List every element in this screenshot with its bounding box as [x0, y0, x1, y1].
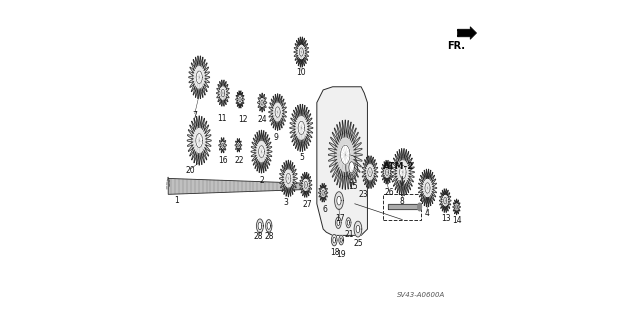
Polygon shape — [328, 120, 362, 189]
Polygon shape — [196, 71, 202, 84]
Polygon shape — [340, 238, 342, 242]
Polygon shape — [189, 56, 210, 99]
Polygon shape — [196, 134, 203, 147]
Polygon shape — [346, 155, 358, 179]
Text: 26: 26 — [384, 188, 394, 197]
Polygon shape — [332, 234, 337, 246]
Polygon shape — [257, 93, 267, 112]
Polygon shape — [356, 225, 360, 233]
Polygon shape — [440, 189, 451, 212]
Text: 7: 7 — [193, 111, 197, 120]
Polygon shape — [381, 160, 393, 184]
Polygon shape — [251, 130, 272, 173]
Polygon shape — [419, 169, 436, 207]
Polygon shape — [458, 27, 477, 39]
Polygon shape — [304, 181, 307, 188]
Polygon shape — [391, 149, 415, 196]
Polygon shape — [444, 197, 447, 204]
Polygon shape — [335, 217, 341, 228]
Polygon shape — [235, 138, 242, 152]
Polygon shape — [221, 143, 223, 147]
Polygon shape — [349, 162, 355, 173]
Text: SV43-A0600A: SV43-A0600A — [397, 293, 445, 299]
Polygon shape — [187, 116, 211, 165]
Text: 15: 15 — [348, 182, 358, 191]
Text: 14: 14 — [452, 216, 462, 225]
Polygon shape — [362, 156, 378, 189]
Text: 9: 9 — [273, 133, 278, 143]
Text: 18: 18 — [330, 248, 339, 257]
Polygon shape — [216, 80, 229, 106]
Polygon shape — [339, 235, 344, 245]
Polygon shape — [267, 222, 271, 229]
Text: 8: 8 — [399, 197, 404, 206]
Text: 27: 27 — [303, 200, 312, 209]
Polygon shape — [257, 219, 263, 233]
Text: 17: 17 — [335, 213, 344, 222]
Text: 19: 19 — [337, 250, 346, 259]
Polygon shape — [258, 222, 262, 230]
Polygon shape — [385, 169, 388, 175]
Polygon shape — [266, 219, 272, 232]
Polygon shape — [322, 190, 324, 195]
Polygon shape — [337, 220, 340, 226]
Polygon shape — [452, 199, 460, 215]
Polygon shape — [337, 196, 341, 205]
Polygon shape — [348, 220, 349, 225]
Polygon shape — [354, 221, 362, 237]
Polygon shape — [298, 121, 305, 135]
Polygon shape — [333, 237, 335, 243]
Polygon shape — [346, 218, 351, 228]
Polygon shape — [290, 104, 313, 152]
Text: 11: 11 — [218, 114, 227, 123]
Text: 5: 5 — [300, 153, 305, 162]
Text: 28: 28 — [265, 233, 274, 241]
Polygon shape — [340, 145, 350, 164]
Polygon shape — [261, 100, 264, 105]
Text: 21: 21 — [344, 230, 354, 239]
Polygon shape — [280, 160, 298, 197]
Text: 20: 20 — [186, 167, 195, 175]
Text: 22: 22 — [234, 156, 244, 165]
Text: 10: 10 — [296, 68, 306, 77]
Polygon shape — [269, 94, 287, 130]
Polygon shape — [259, 146, 264, 158]
Polygon shape — [300, 48, 303, 56]
Text: ATM-2: ATM-2 — [383, 161, 415, 171]
Text: 3: 3 — [284, 198, 288, 207]
Text: 25: 25 — [354, 240, 364, 249]
Text: 6: 6 — [323, 205, 328, 214]
Polygon shape — [239, 97, 241, 102]
Polygon shape — [300, 172, 312, 197]
Polygon shape — [275, 107, 280, 117]
Text: 1: 1 — [175, 196, 179, 205]
Text: 2: 2 — [259, 176, 264, 185]
Text: 12: 12 — [238, 115, 248, 124]
Text: 23: 23 — [358, 190, 368, 199]
Polygon shape — [319, 183, 328, 202]
Polygon shape — [335, 192, 343, 210]
Polygon shape — [368, 167, 372, 177]
Text: FR.: FR. — [447, 41, 465, 51]
Polygon shape — [388, 204, 420, 210]
Polygon shape — [425, 183, 430, 193]
Bar — [383, 194, 421, 219]
Polygon shape — [418, 203, 422, 211]
Polygon shape — [237, 144, 239, 147]
Polygon shape — [294, 37, 308, 67]
Polygon shape — [236, 91, 244, 108]
Text: 28: 28 — [254, 233, 264, 241]
Polygon shape — [317, 87, 367, 235]
Text: 4: 4 — [424, 209, 429, 218]
Polygon shape — [286, 174, 291, 183]
Text: 13: 13 — [441, 214, 451, 223]
Text: 24: 24 — [257, 115, 267, 124]
Polygon shape — [221, 89, 225, 97]
Polygon shape — [219, 137, 227, 153]
Text: 16: 16 — [218, 156, 228, 165]
Polygon shape — [456, 205, 458, 209]
Polygon shape — [399, 166, 406, 179]
Polygon shape — [168, 178, 307, 194]
